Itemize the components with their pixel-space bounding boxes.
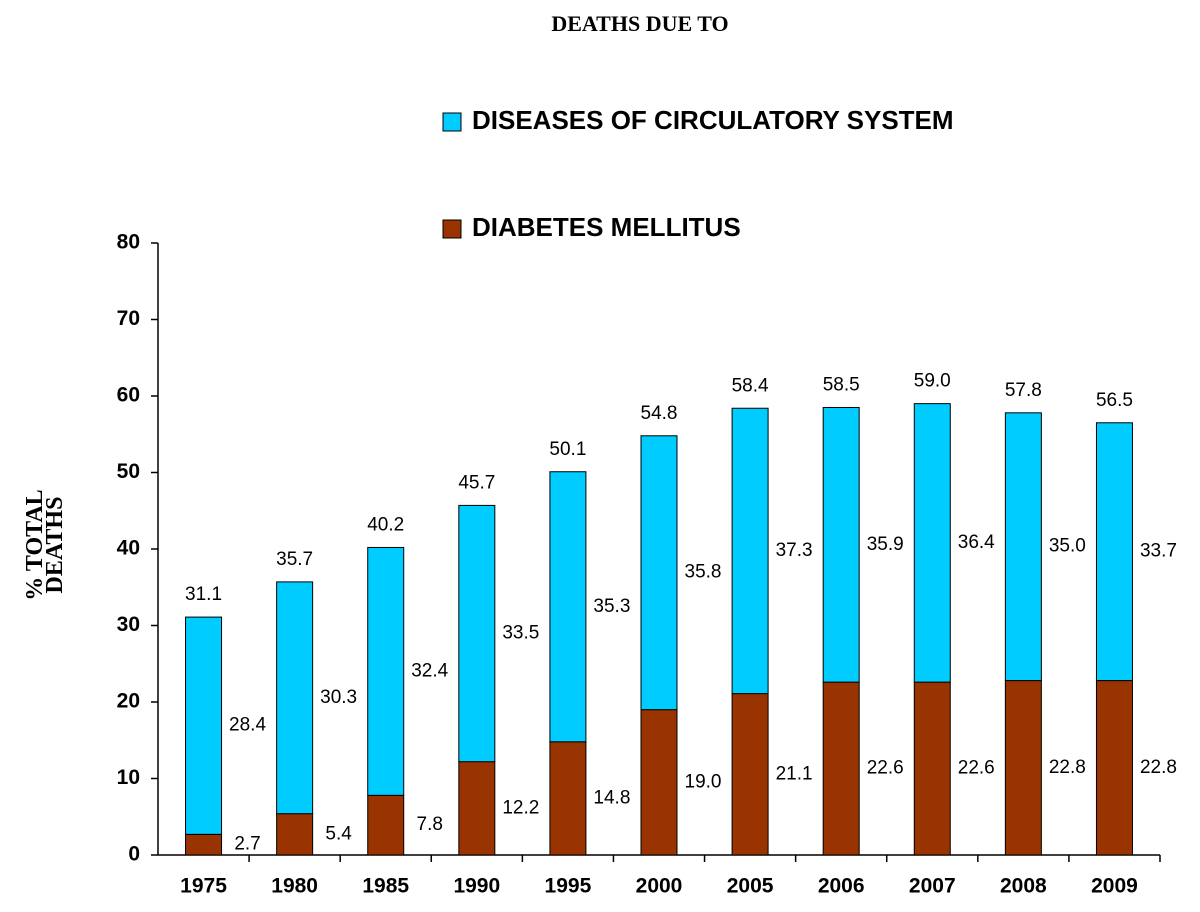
bar-segment [458,504,496,763]
data-label: 2.7 [234,834,260,855]
total-label: 50.1 [549,439,586,460]
bar-segment [276,581,314,815]
data-label: 37.3 [776,540,813,561]
bar-segment [1095,422,1133,682]
legend-swatch [442,112,462,132]
bar-segment [731,407,769,695]
data-label: 19.0 [685,771,722,792]
bar-segment [185,616,223,835]
bar-segment [1004,412,1042,682]
total-label: 31.1 [185,584,222,605]
data-label: 22.8 [1049,757,1086,778]
data-label: 7.8 [417,814,443,835]
y-tick-label: 0 [128,843,140,866]
y-tick-label: 60 [117,384,140,407]
bar-segment [276,813,314,856]
data-label: 35.0 [1049,536,1086,557]
legend-swatch [442,219,462,239]
x-tick-label: 2006 [818,875,865,898]
bar-segment [549,471,587,743]
bar-segment [1004,680,1042,856]
x-tick-label: 2000 [636,875,683,898]
data-label: 36.4 [958,532,995,553]
x-tick-label: 2005 [727,875,774,898]
data-label: 14.8 [593,787,630,808]
legend-label: DISEASES OF CIRCULATORY SYSTEM [472,105,954,135]
data-label: 35.8 [685,562,722,583]
data-label: 22.6 [958,758,995,779]
y-tick-label: 70 [117,307,140,330]
bar-segment [458,761,496,856]
data-label: 32.4 [411,660,448,681]
legend-label: DIABETES MELLITUS [472,212,741,242]
y-tick-label: 30 [117,613,140,636]
total-label: 40.2 [367,514,404,535]
data-label: 5.4 [325,823,352,844]
data-label: 33.5 [502,623,539,644]
x-tick-label: 2007 [909,875,956,898]
y-tick-label: 20 [117,690,140,713]
x-tick-label: 1975 [180,875,227,898]
y-axis-label: % TOTAL DEATHS [22,489,68,601]
bar-segment [640,709,678,856]
data-label: 22.6 [867,758,904,779]
y-tick-label: 80 [117,231,140,254]
y-tick-label: 40 [117,537,140,560]
data-label: 28.4 [229,715,266,736]
bar-segment [367,794,405,856]
bar-segment [822,406,860,683]
y-tick-label: 50 [117,460,140,483]
data-label: 33.7 [1140,541,1177,562]
x-tick-label: 2009 [1091,875,1138,898]
data-label: 22.8 [1140,757,1177,778]
x-tick-label: 1980 [271,875,318,898]
bar-segment [549,741,587,856]
data-label: 35.3 [593,596,630,617]
bar-segment [640,435,678,711]
total-label: 58.4 [732,375,769,396]
x-tick-label: 1990 [453,875,500,898]
x-tick-label: 2008 [1000,875,1047,898]
data-label: 21.1 [776,763,813,784]
bar-segment [822,681,860,856]
total-label: 59.0 [914,371,951,392]
x-tick-label: 1995 [545,875,592,898]
total-label: 57.8 [1005,380,1042,401]
total-label: 54.8 [641,403,678,424]
bar-segment [913,403,951,683]
data-label: 12.2 [502,797,539,818]
total-label: 56.5 [1096,390,1133,411]
total-label: 58.5 [823,374,860,395]
data-label: 35.9 [867,534,904,555]
bar-segment [731,693,769,856]
bar-segment [1095,680,1133,856]
x-tick-label: 1985 [362,875,409,898]
bar-segment [367,546,405,796]
data-label: 30.3 [320,687,357,708]
bar-segment [913,681,951,856]
bar-segment [185,833,223,856]
chart-title: DEATHS DUE TO [551,11,728,36]
y-tick-label: 10 [117,766,140,789]
total-label: 35.7 [276,549,313,570]
total-label: 45.7 [458,472,495,493]
